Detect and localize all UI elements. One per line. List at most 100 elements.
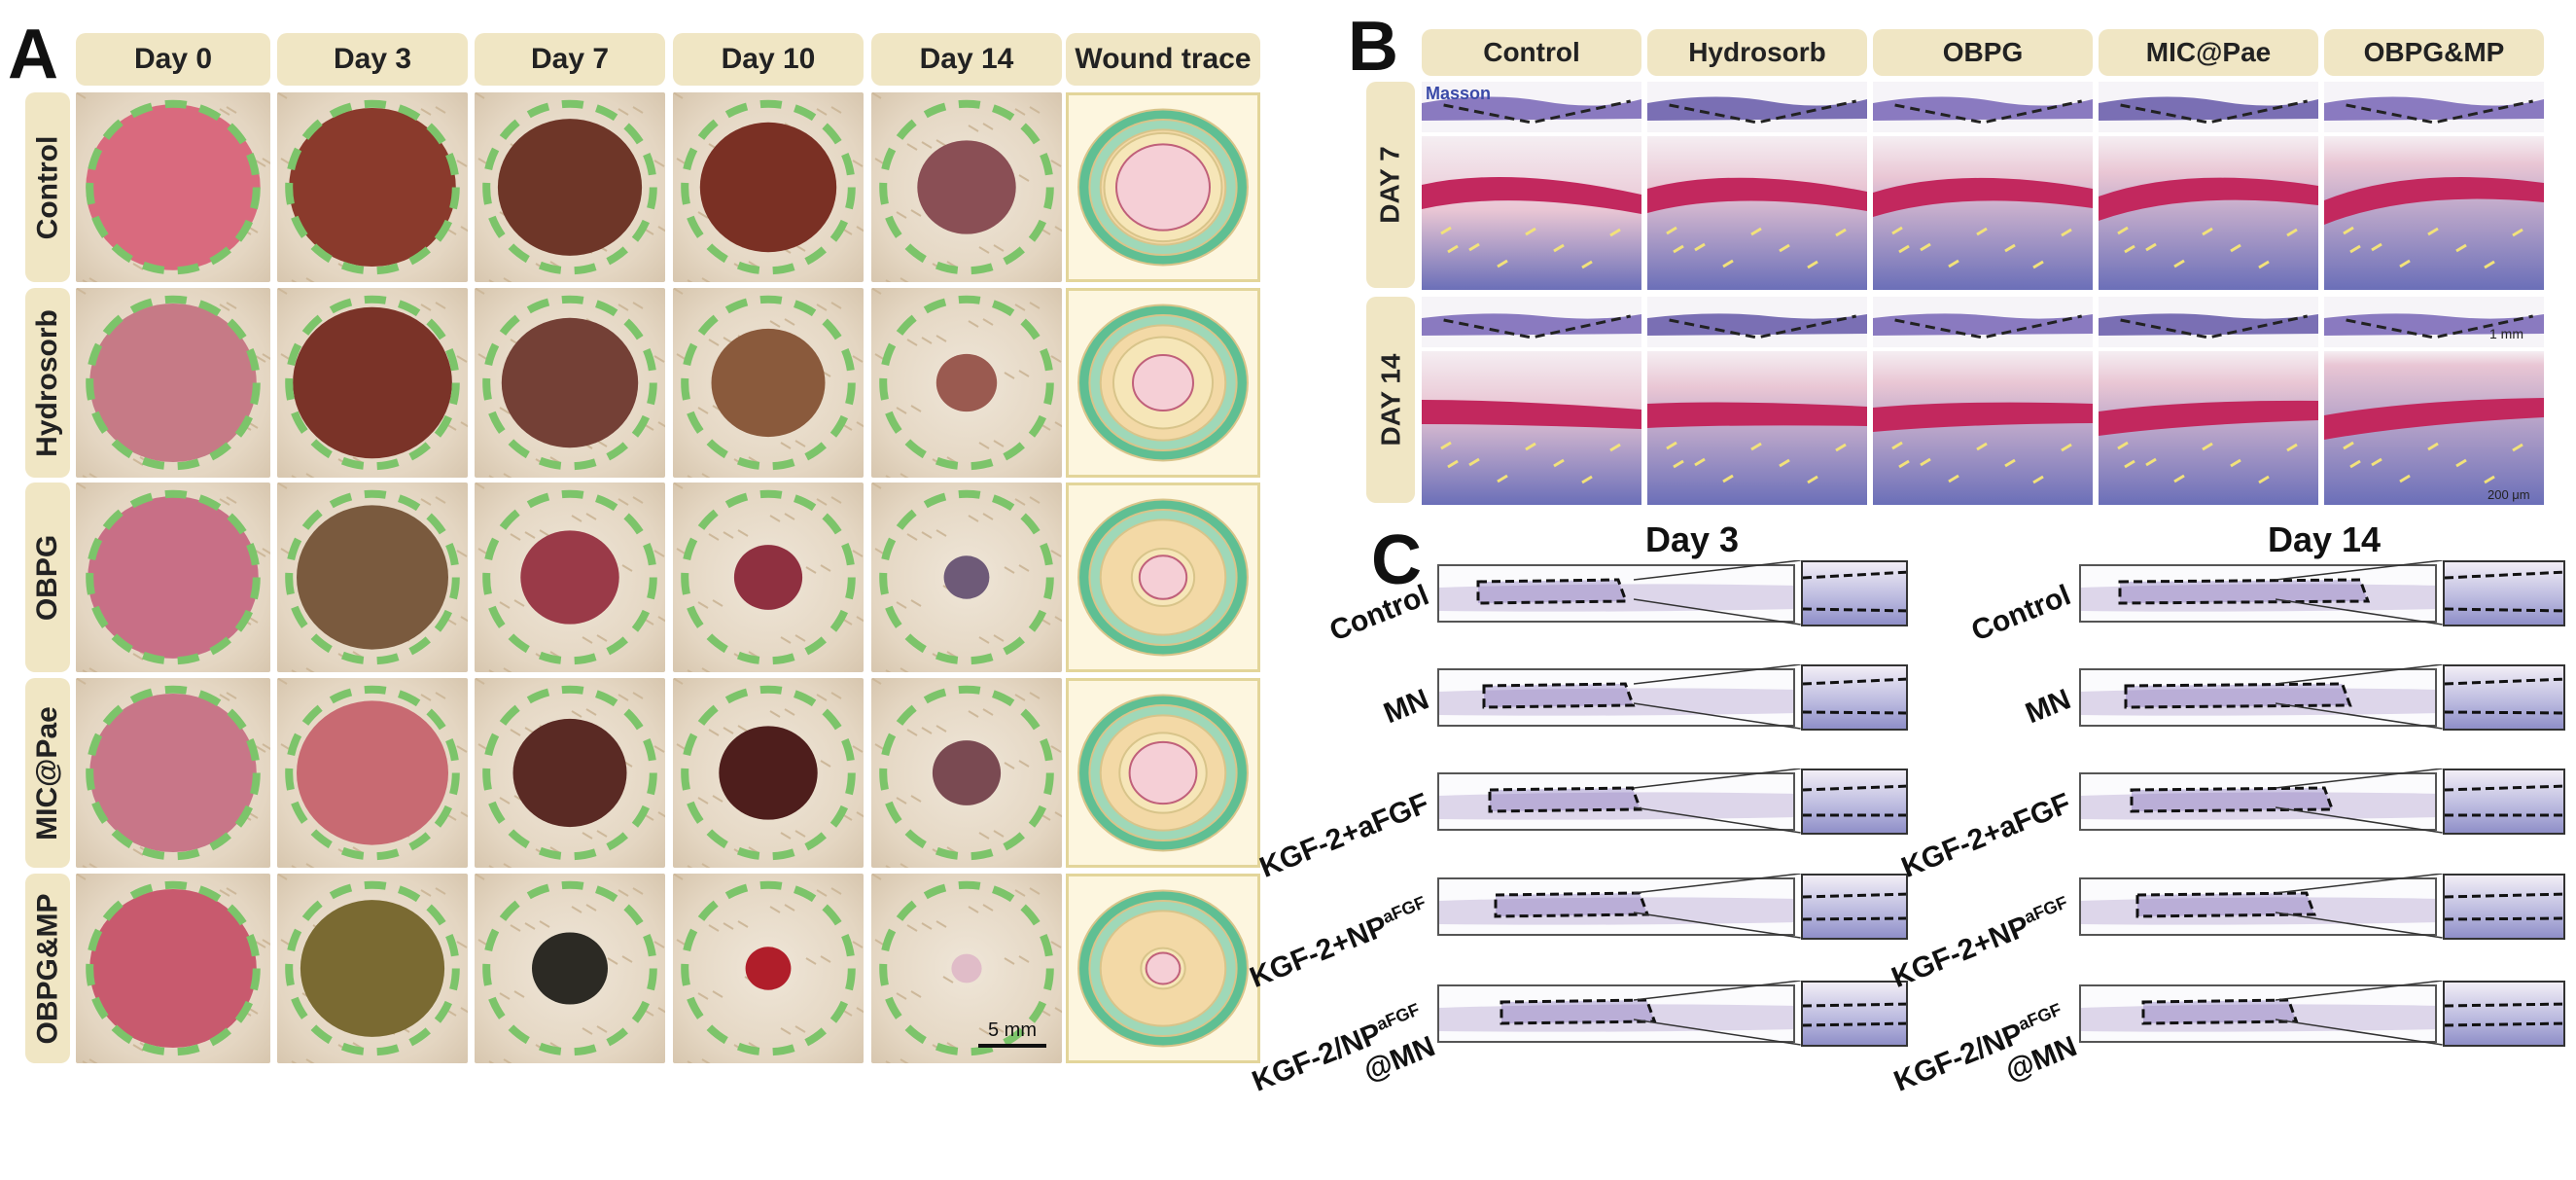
c-tissue-strip <box>2079 668 2437 727</box>
fur-stroke <box>475 288 485 295</box>
fur-stroke <box>456 355 468 363</box>
fur-stroke <box>1029 106 1041 114</box>
column-header-3: Day 10 <box>673 33 864 86</box>
c-tissue-strip <box>2079 564 2437 623</box>
column-header-1: Day 3 <box>277 33 468 86</box>
collagen-arrow <box>2202 227 2213 236</box>
initial-wound-outline <box>879 99 1054 275</box>
histo-overview-strip <box>1873 82 2093 132</box>
wound-photo-drawing <box>76 288 270 478</box>
fur-stroke <box>712 599 723 607</box>
fur-stroke <box>219 108 230 116</box>
wound-photo-drawing <box>871 678 1062 868</box>
trace-layer <box>1138 554 1188 600</box>
wound-trace-drawing <box>1077 304 1249 462</box>
fur-stroke <box>475 874 485 880</box>
wound-photo <box>76 288 270 478</box>
wound-photo <box>871 678 1062 868</box>
fur-stroke <box>820 760 831 768</box>
initial-wound-outline <box>681 99 856 275</box>
fur-stroke <box>1014 694 1026 701</box>
fur-stroke <box>921 727 933 734</box>
c-tissue-drawing <box>2081 786 2435 820</box>
collagen-arrow <box>2230 458 2241 468</box>
c-zoom-connector <box>2276 769 2443 834</box>
c-connector-line <box>2276 1019 2443 1046</box>
fur-stroke <box>1029 496 1041 504</box>
c-tissue-strip <box>2079 984 2437 1043</box>
fur-stroke <box>794 244 806 252</box>
c-zoom-inset <box>1801 874 1908 940</box>
wound-boundary-line <box>1894 99 2083 125</box>
stain-label: Masson <box>1426 84 1492 103</box>
column-header-5: Wound trace <box>1066 33 1260 86</box>
initial-wound-outline <box>879 295 1054 471</box>
histo-overview-drawing <box>1873 96 2093 125</box>
fur-stroke <box>219 889 230 897</box>
fur-stroke <box>885 865 892 868</box>
histo-overview-strip <box>2099 82 2318 132</box>
fur-stroke <box>896 601 907 609</box>
c-wound-outline <box>1500 998 1657 1025</box>
wound-area <box>300 900 445 1037</box>
histo-overview-strip <box>2099 297 2318 347</box>
fur-stroke <box>885 279 892 282</box>
wound-area <box>289 107 456 268</box>
c-connector-line <box>1634 912 1801 939</box>
fur-stroke <box>1054 811 1062 818</box>
wound-photo-drawing <box>277 678 468 868</box>
fur-stroke <box>513 990 525 998</box>
wound-photo <box>76 92 270 282</box>
histo-zoom-image <box>1647 351 1867 505</box>
fur-stroke <box>871 874 882 880</box>
wound-photo-drawing <box>871 92 1062 282</box>
collagen-arrow <box>2173 474 2185 483</box>
collagen-arrow <box>2399 474 2411 483</box>
collagen-arrow <box>2286 228 2298 237</box>
fur-stroke <box>687 669 693 672</box>
wound-photo <box>277 483 468 672</box>
c-tissue-strip <box>2079 772 2437 831</box>
fur-stroke <box>780 636 792 644</box>
fur-stroke <box>653 550 665 557</box>
histo-column-header-0: Control <box>1422 29 1641 76</box>
fur-stroke <box>708 339 720 346</box>
fur-stroke <box>982 904 994 912</box>
fur-stroke <box>226 887 237 895</box>
wound-trace <box>1066 92 1260 282</box>
fur-stroke <box>852 355 864 363</box>
wound-photo <box>871 92 1062 282</box>
fur-stroke <box>305 473 315 478</box>
collagen-arrow <box>2258 475 2270 484</box>
tissue-band <box>1422 313 1641 336</box>
c-connector-line <box>2276 560 2443 581</box>
fur-stroke <box>420 889 432 897</box>
fur-stroke <box>499 601 511 609</box>
wound-area <box>520 530 619 625</box>
fur-stroke <box>968 906 979 913</box>
c-wound-outline <box>1488 786 1642 813</box>
fur-stroke <box>291 475 298 478</box>
c-tissue-strip <box>1437 668 1795 727</box>
collagen-arrow <box>2202 442 2213 451</box>
fur-stroke <box>262 743 270 750</box>
wound-area <box>711 328 826 438</box>
c-wound-outline <box>2141 998 2299 1025</box>
fur-stroke <box>305 667 315 672</box>
c-zoom-outline <box>1803 677 1906 715</box>
fur-stroke <box>657 421 665 428</box>
fur-stroke <box>460 421 468 428</box>
fur-stroke <box>820 955 831 963</box>
wound-photo <box>277 288 468 478</box>
wound-area <box>733 545 803 610</box>
fur-stroke <box>830 692 842 699</box>
fur-stroke <box>830 887 842 895</box>
fur-stroke <box>503 667 512 672</box>
wound-photo <box>673 678 864 868</box>
c-wound-outline <box>1476 578 1629 605</box>
fur-stroke <box>816 304 828 311</box>
collagen-arrow <box>1440 226 1452 235</box>
fur-stroke <box>906 533 918 541</box>
fur-stroke <box>460 811 468 818</box>
fur-stroke <box>701 277 711 282</box>
